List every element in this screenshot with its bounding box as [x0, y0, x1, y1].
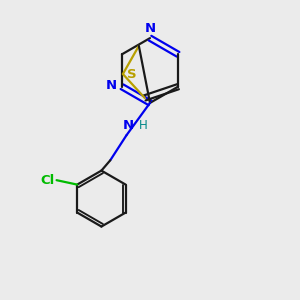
Text: N: N — [122, 119, 134, 132]
Text: S: S — [127, 68, 137, 80]
Text: Cl: Cl — [40, 174, 54, 187]
Text: N: N — [144, 22, 156, 34]
Text: N: N — [106, 79, 117, 92]
Text: H: H — [139, 119, 148, 132]
